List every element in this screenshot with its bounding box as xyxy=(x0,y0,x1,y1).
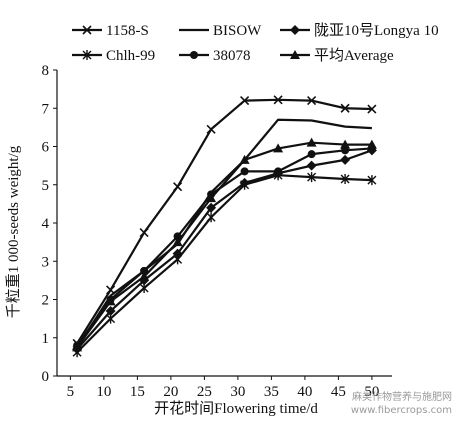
x-tick-label: 45 xyxy=(331,384,346,400)
legend-label: 1158-S xyxy=(106,23,149,39)
data-point xyxy=(173,254,183,265)
legend: 1158-S BISOW 陇亚10号Longya 10 Chlh-99 38078 平均A… xyxy=(72,22,439,64)
legend-item: 陇亚10号Longya 10 xyxy=(280,22,439,39)
data-point xyxy=(340,174,350,185)
watermark: 麻类作物营养与施肥网 www.fibercrops.com xyxy=(351,390,452,416)
data-point xyxy=(273,143,284,153)
y-tick-label: 4 xyxy=(42,216,50,232)
series-line xyxy=(76,118,372,348)
data-point xyxy=(105,296,116,306)
legend-marker xyxy=(290,25,300,35)
data-point xyxy=(206,193,217,203)
legend-item: 38078 xyxy=(179,48,251,64)
y-tick-label: 0 xyxy=(42,369,50,385)
y-tick-label: 8 xyxy=(42,63,50,79)
legend-label: 38078 xyxy=(213,48,251,64)
series-line xyxy=(76,98,372,345)
data-point xyxy=(274,167,283,176)
data-point xyxy=(206,202,217,213)
data-point xyxy=(307,172,317,183)
data-point xyxy=(240,179,250,190)
legend-label: BISOW xyxy=(213,23,262,39)
data-point xyxy=(273,95,283,105)
watermark-line-2: www.fibercrops.com xyxy=(351,405,452,416)
series-line xyxy=(76,141,372,348)
series-1 xyxy=(72,95,377,349)
x-tick-label: 15 xyxy=(130,384,145,400)
x-axis-label: 开花时间Flowering time/d xyxy=(154,400,318,417)
data-point xyxy=(340,103,350,113)
legend-marker xyxy=(82,50,92,60)
legend-label: 陇亚10号Longya 10 xyxy=(314,22,439,39)
data-point xyxy=(366,139,377,149)
x-tick-label: 20 xyxy=(163,384,178,400)
data-point xyxy=(139,271,150,281)
data-point xyxy=(307,96,317,106)
x-tick-label: 25 xyxy=(197,384,212,400)
legend-marker xyxy=(290,50,300,59)
data-point xyxy=(206,124,216,134)
data-point xyxy=(172,237,183,247)
data-point xyxy=(306,160,317,171)
y-tick-label: 5 xyxy=(42,178,50,194)
data-point xyxy=(106,313,116,324)
data-point xyxy=(139,227,149,238)
data-point xyxy=(240,167,249,176)
data-point xyxy=(206,212,216,223)
series-group xyxy=(72,95,377,358)
data-point xyxy=(72,342,83,352)
legend-marker xyxy=(82,25,92,35)
x-tick-label: 50 xyxy=(364,384,379,400)
y-tick-label: 3 xyxy=(42,254,50,270)
data-point xyxy=(306,137,317,147)
y-tick-label: 2 xyxy=(42,293,50,309)
x-tick-label: 5 xyxy=(67,384,75,400)
legend-label: 平均Average xyxy=(314,47,394,64)
series-line xyxy=(76,147,372,347)
legend-label: Chlh-99 xyxy=(106,48,155,64)
y-tick-label: 7 xyxy=(42,101,50,117)
data-point xyxy=(105,305,116,316)
x-tick-label: 35 xyxy=(264,384,279,400)
x-tick-label: 10 xyxy=(96,384,111,400)
data-point xyxy=(367,175,377,186)
data-point xyxy=(367,104,377,114)
series-5 xyxy=(73,144,376,350)
series-2 xyxy=(76,118,372,348)
legend-item: 平均Average xyxy=(280,47,394,64)
data-point xyxy=(307,150,316,159)
data-point xyxy=(139,283,149,294)
legend-item: Chlh-99 xyxy=(72,48,155,64)
x-tick-label: 30 xyxy=(230,384,245,400)
data-point xyxy=(340,139,351,149)
data-point xyxy=(340,154,351,165)
series-3 xyxy=(72,145,377,355)
data-point xyxy=(140,266,149,275)
x-tick-label: 40 xyxy=(297,384,312,400)
legend-marker xyxy=(190,51,198,59)
legend-item: 1158-S xyxy=(72,23,149,39)
data-point xyxy=(173,182,183,192)
series-6 xyxy=(72,137,377,352)
y-tick-label: 1 xyxy=(42,331,50,347)
series-line xyxy=(76,174,372,354)
watermark-line-1: 麻类作物营养与施肥网 xyxy=(352,390,452,403)
y-axis-label: 千粒重1 000-seeds weight/g xyxy=(5,145,22,318)
series-line xyxy=(76,149,373,350)
y-tick-label: 6 xyxy=(42,140,50,156)
legend-item: BISOW xyxy=(179,23,262,39)
data-point xyxy=(240,96,250,106)
data-point xyxy=(239,154,250,164)
